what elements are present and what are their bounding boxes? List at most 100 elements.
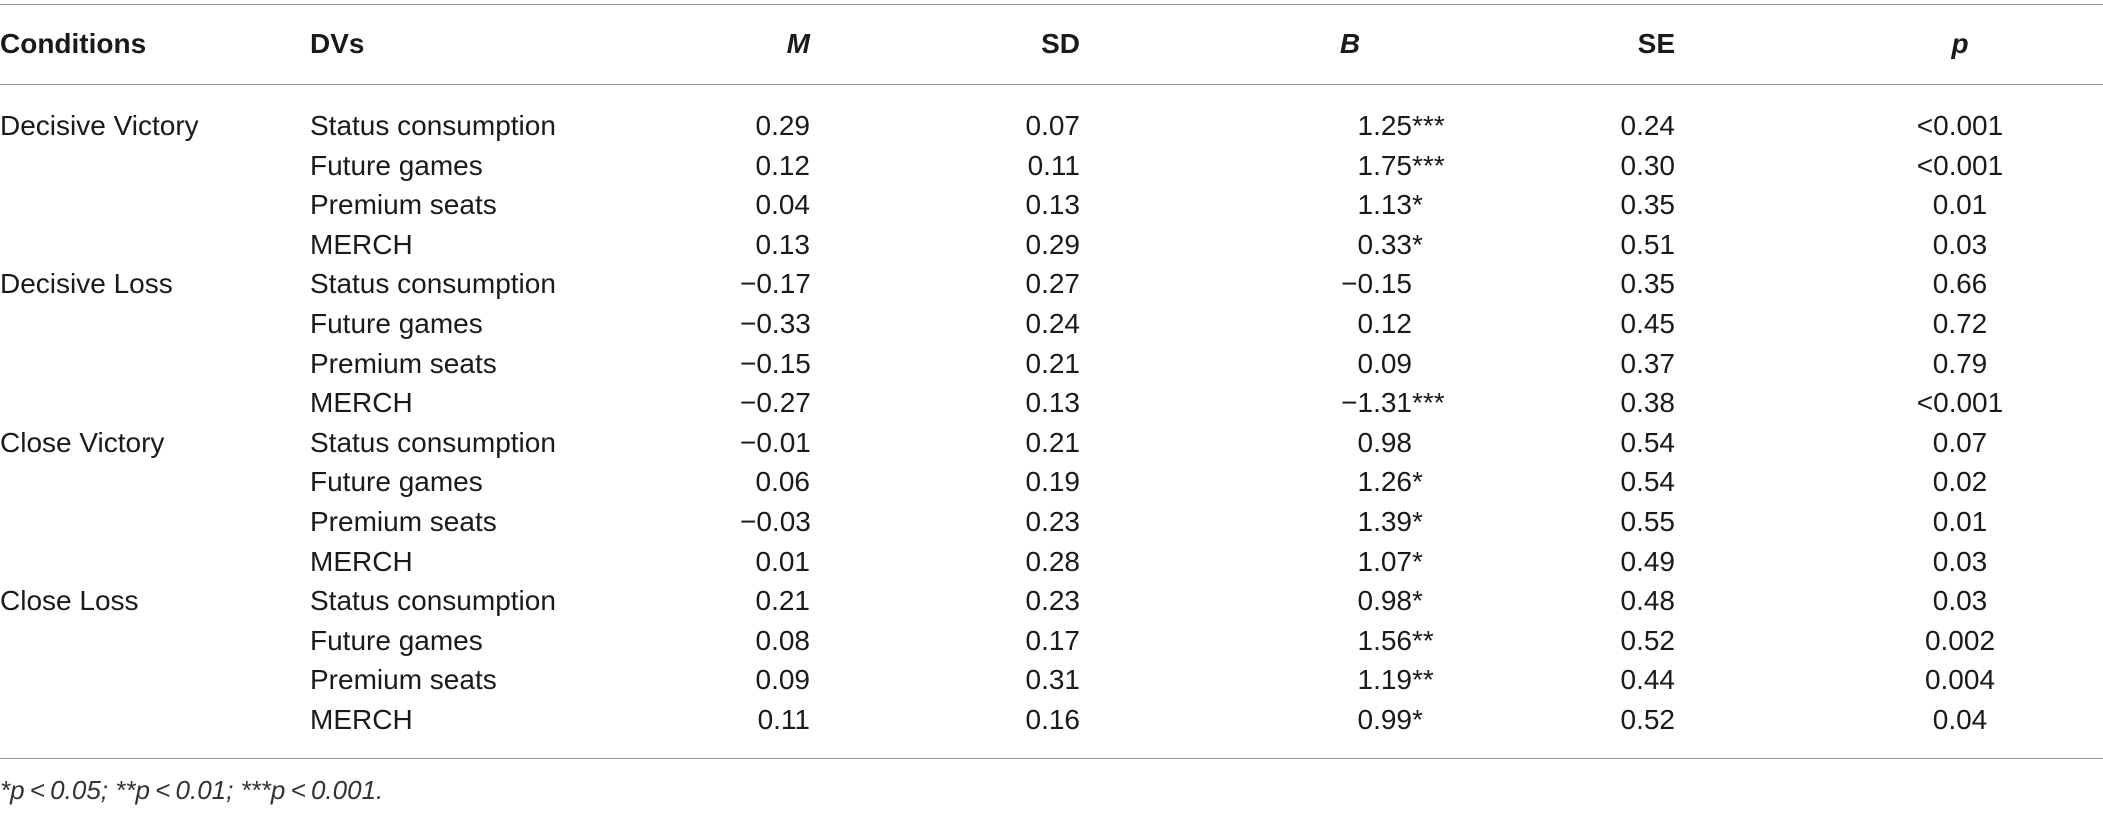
cell-b-value: 1.13 [1357, 189, 1413, 221]
cell-b: −0.15 [1320, 264, 1460, 304]
cell-dv: Future games [310, 149, 483, 181]
table-row: Premium seats 0.09 0.31 1.19** 0.44 0.004 [0, 660, 2103, 700]
cell-se: 0.48 [1620, 585, 1676, 617]
cell-m: 0.29 [755, 110, 811, 141]
cell-se: 0.54 [1620, 426, 1676, 458]
cell-m: 0.12 [755, 149, 811, 181]
cell-sd: 0.16 [1025, 703, 1081, 735]
cell-m: 0.21 [755, 585, 811, 617]
cell-dv: MERCH [310, 387, 413, 419]
header-b: B [1339, 28, 1361, 59]
cell-sd: 0.21 [1025, 347, 1081, 379]
cell-dv: Premium seats [310, 189, 497, 221]
cell-b: 1.19** [1320, 660, 1460, 700]
cell-se: 0.51 [1620, 228, 1676, 260]
cell-b-value: 1.75 [1357, 149, 1413, 181]
cell-sd: 0.19 [1025, 466, 1081, 498]
table-bottom-rule [0, 758, 2103, 759]
cell-b-significance: ** [1412, 624, 1434, 656]
table-top-rule [0, 4, 2103, 5]
table-row: Decisive Loss Status consumption −0.17 0.27… [0, 264, 2103, 304]
cell-b: 0.33* [1320, 225, 1460, 265]
cell-condition: Close Loss [0, 585, 139, 617]
cell-b-value: −1.31 [1341, 387, 1412, 419]
cell-b-value: 0.99 [1357, 703, 1413, 735]
cell-b-significance: * [1412, 228, 1423, 260]
cell-se: 0.49 [1620, 545, 1676, 577]
cell-b-value: 1.26 [1357, 466, 1413, 498]
cell-se: 0.30 [1620, 149, 1676, 181]
cell-b: 1.75*** [1320, 146, 1460, 186]
cell-p: 0.03 [1932, 228, 1988, 260]
cell-sd: 0.23 [1025, 585, 1081, 617]
cell-b-significance: * [1412, 505, 1423, 537]
table-row: Close Loss Status consumption 0.21 0.23 0.98… [0, 581, 2103, 621]
cell-p: 0.03 [1932, 585, 1988, 617]
cell-m: −0.17 [740, 268, 811, 300]
header-conditions: Conditions [0, 28, 147, 59]
cell-se: 0.35 [1620, 268, 1676, 300]
cell-se: 0.55 [1620, 505, 1676, 537]
cell-m: 0.01 [755, 545, 811, 577]
cell-sd: 0.13 [1025, 387, 1081, 419]
table-row: Future games 0.12 0.11 1.75*** 0.30 <0.001 [0, 146, 2103, 186]
cell-sd: 0.31 [1025, 664, 1081, 696]
cell-dv: Status consumption [310, 585, 556, 617]
table-row: Future games −0.33 0.24 0.12 0.45 0.72 [0, 304, 2103, 344]
cell-b: 0.98* [1320, 581, 1460, 621]
cell-sd: 0.21 [1025, 426, 1081, 458]
cell-b-value: 0.12 [1357, 307, 1413, 339]
cell-sd: 0.11 [1027, 149, 1080, 181]
cell-condition: Decisive Victory [0, 110, 199, 141]
cell-b-value: 1.19 [1357, 664, 1413, 696]
cell-b: 1.07* [1320, 542, 1460, 582]
header-p: p [1951, 28, 1969, 59]
cell-b-value: 1.25 [1357, 110, 1413, 141]
cell-b-significance: ** [1412, 664, 1434, 696]
table-footnote: *p < 0.05; **p < 0.01; ***p < 0.001. [0, 775, 384, 805]
table-header: Conditions DVs M SD B SE p [0, 24, 2103, 64]
table-body: Decisive Victory Status consumption 0.29 0.… [0, 106, 2103, 740]
cell-p: 0.004 [1924, 664, 1996, 696]
cell-sd: 0.07 [1025, 110, 1081, 141]
cell-b: 0.12 [1320, 304, 1460, 344]
cell-sd: 0.29 [1025, 228, 1081, 260]
cell-m: 0.11 [757, 703, 810, 735]
cell-b: 0.98 [1320, 423, 1460, 463]
cell-b-significance: * [1412, 703, 1423, 735]
cell-se: 0.44 [1620, 664, 1676, 696]
cell-b: −1.31*** [1320, 383, 1460, 423]
cell-se: 0.52 [1620, 624, 1676, 656]
cell-sd: 0.17 [1025, 624, 1081, 656]
cell-b-significance: *** [1412, 149, 1445, 181]
cell-m: −0.03 [740, 505, 811, 537]
table-row: MERCH −0.27 0.13 −1.31*** 0.38 <0.001 [0, 383, 2103, 423]
header-m: M [786, 28, 810, 59]
table-row: Premium seats 0.04 0.13 1.13* 0.35 0.01 [0, 185, 2103, 225]
cell-b-significance: *** [1412, 110, 1445, 141]
cell-dv: Status consumption [310, 268, 556, 300]
table-row: Premium seats −0.03 0.23 1.39* 0.55 0.01 [0, 502, 2103, 542]
cell-p: 0.07 [1932, 426, 1988, 458]
cell-sd: 0.24 [1025, 307, 1081, 339]
cell-dv: Future games [310, 624, 483, 656]
cell-p: 0.04 [1932, 703, 1988, 735]
cell-b-value: −0.15 [1341, 268, 1412, 300]
cell-b-value: 1.07 [1357, 545, 1413, 577]
cell-sd: 0.23 [1025, 505, 1081, 537]
cell-dv: Premium seats [310, 664, 497, 696]
cell-p: 0.02 [1932, 466, 1988, 498]
cell-b-significance: * [1412, 189, 1423, 221]
cell-dv: Premium seats [310, 505, 497, 537]
cell-b: 1.13* [1320, 185, 1460, 225]
cell-m: −0.33 [740, 307, 811, 339]
cell-b-significance: * [1412, 585, 1423, 617]
cell-b: 1.56** [1320, 621, 1460, 661]
cell-se: 0.54 [1620, 466, 1676, 498]
cell-se: 0.38 [1620, 387, 1676, 419]
cell-b-significance: *** [1412, 387, 1445, 419]
cell-dv: Status consumption [310, 426, 556, 458]
cell-sd: 0.28 [1025, 545, 1081, 577]
cell-dv: Future games [310, 307, 483, 339]
cell-p: 0.79 [1932, 347, 1988, 379]
